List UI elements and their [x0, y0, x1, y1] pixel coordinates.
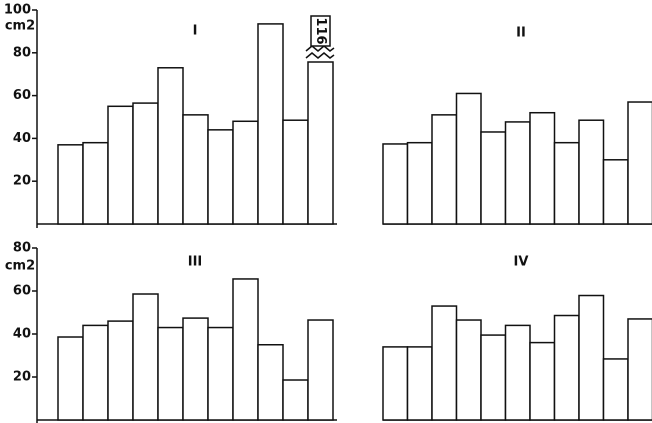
bar	[157, 67, 184, 225]
bar	[480, 131, 507, 225]
bar	[232, 120, 259, 225]
bar	[627, 318, 652, 421]
bar	[232, 278, 259, 421]
data-label: 116	[313, 17, 328, 44]
bar	[182, 317, 209, 421]
bar	[578, 294, 605, 421]
bar	[480, 334, 507, 421]
y-tick-label: 80	[13, 45, 31, 60]
bar	[57, 144, 84, 225]
bar	[82, 324, 109, 421]
y-tick-label: 20	[13, 174, 31, 189]
y-tick-label: 40	[13, 327, 31, 342]
bar	[307, 319, 334, 421]
y-tick-label: 80	[13, 241, 31, 256]
bar	[157, 326, 184, 421]
bar	[529, 341, 556, 421]
bar	[578, 119, 605, 225]
bar	[257, 23, 284, 225]
y-tick-label: 100	[4, 3, 31, 18]
panel-title: II	[516, 26, 526, 41]
bar	[107, 320, 134, 421]
bar	[406, 346, 433, 421]
bar	[602, 358, 629, 421]
bar	[257, 344, 284, 421]
bar	[132, 102, 159, 225]
panel-title: I	[193, 24, 198, 39]
bar	[504, 324, 531, 421]
y-tick-label: 60	[13, 88, 31, 103]
y-tick-label: 20	[13, 370, 31, 385]
bar	[207, 129, 234, 225]
bar	[57, 336, 84, 421]
bar	[431, 305, 458, 421]
bar	[382, 143, 409, 225]
y-tick-label: 40	[13, 131, 31, 146]
bar	[82, 141, 109, 225]
bar	[282, 119, 309, 225]
y-axis-label: cm2	[5, 259, 35, 274]
panel-title: III	[188, 255, 203, 270]
bar	[406, 141, 433, 225]
bar	[307, 61, 334, 225]
bar	[382, 346, 409, 421]
bar	[553, 314, 580, 421]
bar	[602, 159, 629, 225]
axis-break	[305, 45, 335, 59]
bar	[504, 121, 531, 225]
bar	[132, 293, 159, 421]
bar	[282, 379, 309, 421]
y-axis-label: cm2	[5, 19, 35, 34]
bar	[455, 319, 482, 421]
panel-title: IV	[514, 255, 529, 270]
bar	[182, 114, 209, 225]
bar	[553, 141, 580, 225]
bar	[455, 92, 482, 225]
bar	[107, 105, 134, 225]
bar	[529, 111, 556, 225]
bar	[627, 101, 652, 225]
label-box	[310, 15, 331, 47]
bar	[431, 114, 458, 225]
y-tick-label: 60	[13, 284, 31, 299]
bar	[207, 326, 234, 421]
